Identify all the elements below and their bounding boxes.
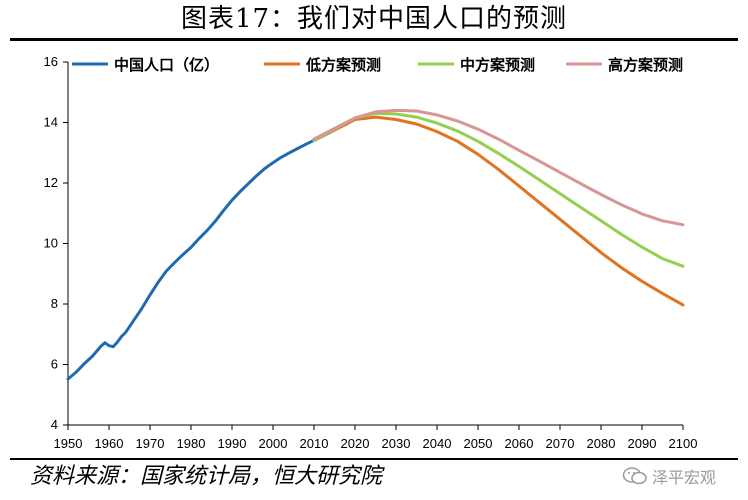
series-line-2 bbox=[312, 111, 685, 268]
source-note: 资料来源：国家统计局，恒大研究院 bbox=[30, 464, 383, 489]
x-tick-label: 2100 bbox=[669, 436, 698, 451]
y-tick-label: 10 bbox=[44, 236, 58, 251]
chart-legend: 中国人口（亿） 低方案预测 中方案预测 高方案预测 bbox=[72, 56, 683, 74]
x-tick-label: 2010 bbox=[300, 436, 329, 451]
legend-label-2: 中方案预测 bbox=[460, 56, 535, 74]
x-tick-label: 1960 bbox=[95, 436, 124, 451]
y-tick-label: 6 bbox=[51, 357, 58, 372]
series-line-3 bbox=[312, 108, 685, 227]
y-tick-label: 8 bbox=[51, 296, 58, 311]
x-tick-label: 1980 bbox=[177, 436, 206, 451]
legend-label-0: 中国人口（亿） bbox=[114, 56, 219, 74]
x-tick-label: 1970 bbox=[136, 436, 165, 451]
y-tick-label: 16 bbox=[44, 54, 58, 69]
y-tick-label: 12 bbox=[44, 175, 58, 190]
watermark-text: 泽平宏观 bbox=[652, 468, 717, 487]
x-tick-label: 2000 bbox=[259, 436, 288, 451]
page-title: 图表17：我们对中国人口的预测 bbox=[180, 4, 568, 34]
x-tick-label: 2020 bbox=[341, 436, 370, 451]
x-tick-label: 2090 bbox=[628, 436, 657, 451]
y-tick-label: 14 bbox=[44, 115, 58, 130]
series-line-0 bbox=[66, 122, 349, 381]
series-line-1 bbox=[312, 115, 685, 307]
x-tick-label: 1990 bbox=[218, 436, 247, 451]
x-tick-label: 1950 bbox=[54, 436, 83, 451]
x-tick-label: 2040 bbox=[423, 436, 452, 451]
wechat-icon bbox=[622, 467, 647, 485]
bottom-rule bbox=[10, 458, 738, 460]
x-tick-label: 2060 bbox=[505, 436, 534, 451]
x-tick-label: 2070 bbox=[546, 436, 575, 451]
watermark: 泽平宏观 bbox=[622, 464, 716, 488]
chart-series bbox=[66, 108, 685, 381]
chart-ticks: 4 6 8 10 12 14 16 1950 1960 1970 1980 1990 2000 2010 2… bbox=[44, 54, 698, 451]
x-tick-label: 2050 bbox=[464, 436, 493, 451]
y-tick-label: 4 bbox=[51, 417, 58, 432]
top-rule bbox=[10, 38, 738, 41]
legend-label-1: 低方案预测 bbox=[305, 56, 381, 74]
x-tick-label: 2030 bbox=[382, 436, 411, 451]
x-tick-label: 2080 bbox=[587, 436, 616, 451]
legend-label-3: 高方案预测 bbox=[608, 56, 683, 74]
